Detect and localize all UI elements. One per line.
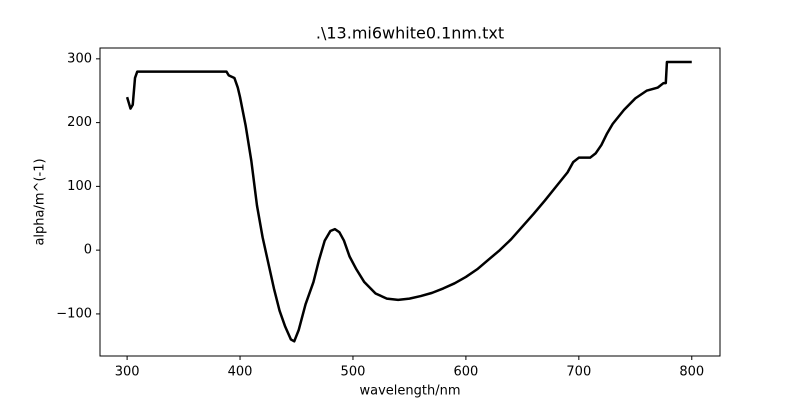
x-axis-label: wavelength/nm [359,384,460,399]
x-tick-label: 800 [679,365,704,380]
y-axis-label: alpha/m^(-1) [33,158,48,245]
y-tick-label: −100 [56,306,92,321]
plot-frame [99,47,721,357]
data-line [125,60,692,343]
y-tick-label: 0 [84,243,92,258]
x-tick-label: 600 [453,365,478,380]
chart-title: .\13.mi6white0.1nm.txt [316,24,504,43]
y-tick-label: 200 [67,115,92,130]
x-tick-label: 400 [228,365,253,380]
y-tick-label: 100 [67,179,92,194]
x-tick-label: 500 [341,365,366,380]
x-tick-label: 700 [566,365,591,380]
y-tick-label: 300 [67,51,92,66]
x-tick-label: 300 [115,365,140,380]
